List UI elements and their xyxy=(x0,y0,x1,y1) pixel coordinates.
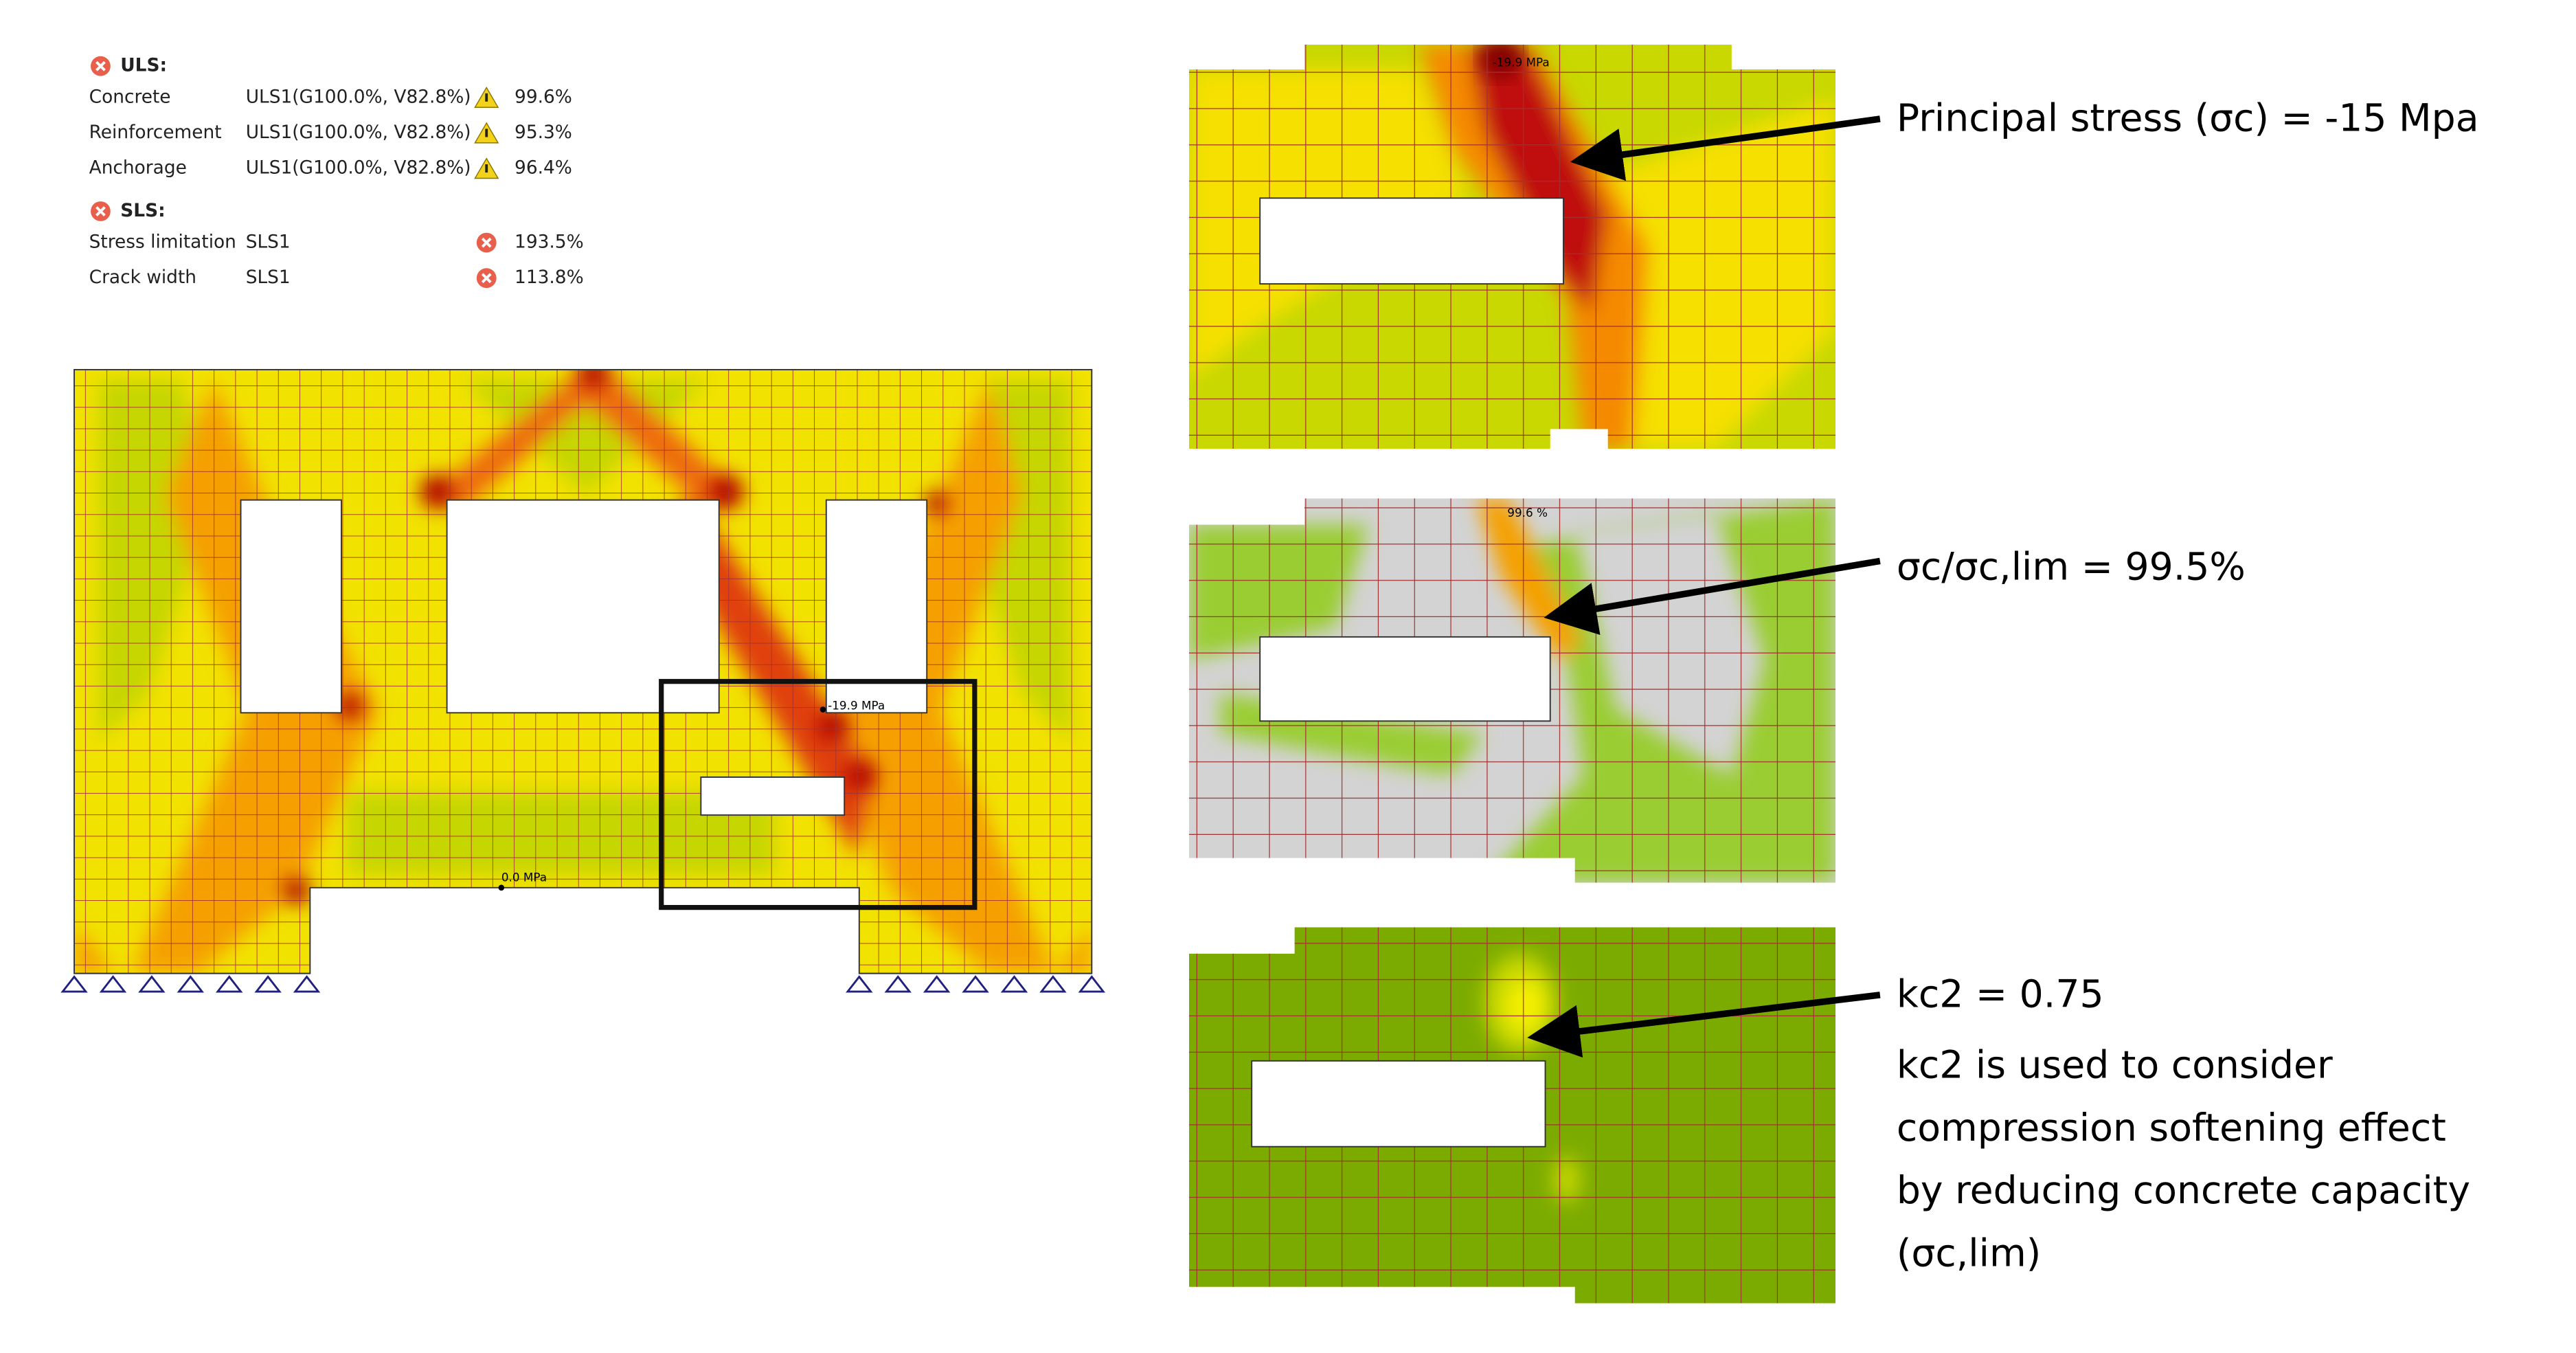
annotation: kc2 = 0.75 xyxy=(1897,972,2104,1016)
arrow xyxy=(1527,992,1881,1058)
zoom-box xyxy=(659,679,978,910)
support xyxy=(99,975,127,993)
note-line: by reducing concrete capacity xyxy=(1897,1169,2470,1213)
check-name: Reinforcement xyxy=(89,122,222,143)
error-icon-cross xyxy=(481,273,492,284)
point xyxy=(820,706,826,713)
note-line: kc2 is used to consider xyxy=(1897,1044,2333,1088)
utilisation: 99.6% xyxy=(515,86,572,107)
note-line: compression softening effect xyxy=(1897,1106,2446,1150)
opening xyxy=(1251,1060,1546,1148)
check-name: Anchorage xyxy=(89,157,187,179)
outline xyxy=(74,368,1093,974)
error-icon-cross xyxy=(95,60,106,71)
combination: ULS1(G100.0%, V82.8%) xyxy=(246,86,471,107)
combination: SLS1 xyxy=(246,267,291,288)
support xyxy=(293,975,321,993)
point xyxy=(498,884,505,891)
warning-icon-mark xyxy=(485,164,488,173)
check-name: Concrete xyxy=(89,86,171,107)
error-icon-cross xyxy=(481,237,492,248)
arrow xyxy=(1544,557,1881,635)
contour-label: -19.9 MPa xyxy=(1493,55,1550,69)
support xyxy=(884,975,912,993)
support xyxy=(177,975,205,993)
support xyxy=(138,975,166,993)
support xyxy=(1000,975,1028,993)
section-title: ULS: xyxy=(120,55,167,76)
warning-icon-mark xyxy=(485,128,488,137)
utilisation: 193.5% xyxy=(515,232,584,253)
support xyxy=(1078,975,1106,993)
note-line: (σc,lim) xyxy=(1897,1231,2041,1275)
utilisation: 95.3% xyxy=(515,122,572,143)
check-name: Stress limitation xyxy=(89,232,236,253)
note: kc2 is used to consider compression softe… xyxy=(1897,1044,2470,1276)
combination: ULS1(G100.0%, V82.8%) xyxy=(246,122,471,143)
support xyxy=(846,975,873,993)
support xyxy=(60,975,88,993)
utilisation: 96.4% xyxy=(515,157,572,179)
support xyxy=(923,975,951,993)
opening xyxy=(1259,197,1564,285)
warning-icon-mark xyxy=(485,93,488,102)
combination: SLS1 xyxy=(246,232,291,253)
support xyxy=(962,975,989,993)
utilisation: 113.8% xyxy=(515,267,584,288)
supports xyxy=(60,975,1106,993)
section-title: SLS: xyxy=(120,200,165,221)
contour-label: -19.9 MPa xyxy=(828,699,885,713)
arrow xyxy=(1570,115,1881,181)
check-name: Crack width xyxy=(89,267,196,288)
support xyxy=(254,975,282,993)
contour-label: 0.0 MPa xyxy=(501,870,547,884)
contour-label: 99.6 % xyxy=(1507,506,1548,519)
results-table: ULS: Concrete ULS1(G100.0%, V82.8%) 99.6% Re… xyxy=(89,55,584,288)
openings xyxy=(240,499,928,816)
support xyxy=(215,975,243,993)
annotation: Principal stress (σc) = -15 Mpa xyxy=(1897,97,2479,141)
annotation: σc/σc,lim = 99.5% xyxy=(1897,546,2246,590)
error-icon-cross xyxy=(95,206,106,216)
opening xyxy=(1259,636,1551,722)
combination: ULS1(G100.0%, V82.8%) xyxy=(246,157,471,179)
support xyxy=(1039,975,1067,993)
